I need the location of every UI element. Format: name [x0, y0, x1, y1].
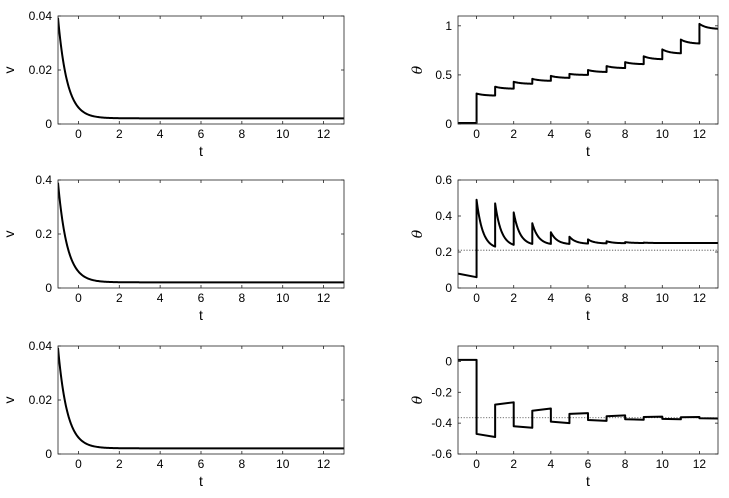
x-tick-label: 0: [75, 127, 82, 141]
data-series-line: [458, 22, 718, 124]
x-tick-label: 6: [585, 457, 592, 471]
y-tick-label: 0.4: [35, 173, 52, 187]
axes-box: [57, 179, 345, 289]
x-tick-label: 10: [656, 457, 670, 471]
x-tick-label: 0: [473, 457, 480, 471]
x-tick-label: 10: [276, 127, 290, 141]
x-tick-label: 0: [75, 457, 82, 471]
axes-box: [457, 179, 719, 289]
y-tick-label: 0.5: [435, 68, 452, 82]
x-tick-label: 4: [157, 291, 164, 305]
x-tick-label: 2: [510, 291, 517, 305]
y-tick-label: -0.6: [431, 447, 452, 461]
x-tick-label: 4: [157, 457, 164, 471]
x-tick-label: 4: [157, 127, 164, 141]
x-tick-label: 6: [198, 291, 205, 305]
axes-box: [457, 345, 719, 455]
y-tick-label: 0.02: [29, 393, 53, 407]
y-axis-label: θ: [410, 395, 426, 404]
y-tick-label: 0: [45, 281, 52, 295]
y-tick-label: 0.2: [35, 227, 52, 241]
chart-panel-6: 0 2 4 6 8 10 12 -0.6 -0.4 -0.2 0 t θ: [410, 345, 719, 489]
y-axis-label: θ: [410, 229, 426, 238]
x-tick-label: 10: [276, 291, 290, 305]
x-tick-label: 2: [510, 127, 517, 141]
x-tick-label: 2: [116, 457, 123, 471]
x-tick-label: 12: [693, 127, 707, 141]
x-tick-label: 10: [656, 291, 670, 305]
y-tick-label: 0.02: [29, 63, 53, 77]
x-tick-label: 2: [510, 457, 517, 471]
data-series-line: [58, 17, 344, 120]
chart-panel-3: 0 2 4 6 8 10 12 0 0.2 0.4 t v: [1, 173, 345, 323]
y-tick-label: 0.2: [435, 245, 452, 259]
x-tick-label: 8: [239, 291, 246, 305]
x-tick-label: 8: [622, 291, 629, 305]
y-tick-label: 0.4: [435, 209, 452, 223]
x-tick-label: 0: [473, 127, 480, 141]
x-tick-label: 2: [116, 127, 123, 141]
x-axis-label: t: [586, 473, 590, 489]
x-tick-label: 6: [585, 291, 592, 305]
x-tick-label: 12: [693, 457, 707, 471]
x-tick-label: 8: [622, 127, 629, 141]
y-axis-label: v: [1, 397, 17, 404]
y-tick-label: -0.4: [431, 416, 452, 430]
x-tick-label: 2: [116, 291, 123, 305]
x-tick-label: 12: [317, 127, 331, 141]
x-tick-label: 0: [473, 291, 480, 305]
data-series-line: [58, 182, 344, 284]
chart-panel-4: 0 2 4 6 8 10 12 0 0.2 0.4 0.6 t θ: [410, 173, 719, 323]
y-tick-label: 0.04: [29, 339, 53, 353]
chart-panel-2: 0 2 4 6 8 10 12 0 0.5 1 t θ: [410, 15, 719, 159]
x-tick-label: 6: [198, 457, 205, 471]
axes-box: [57, 15, 345, 125]
x-tick-label: 6: [585, 127, 592, 141]
data-series-line: [458, 198, 718, 279]
x-tick-label: 6: [198, 127, 205, 141]
axes-box: [57, 345, 345, 455]
x-tick-label: 10: [656, 127, 670, 141]
x-tick-label: 12: [317, 291, 331, 305]
x-tick-label: 12: [693, 291, 707, 305]
data-series-line: [58, 347, 344, 450]
x-tick-label: 8: [239, 127, 246, 141]
y-axis-label: θ: [410, 65, 426, 74]
y-tick-label: 0.6: [435, 173, 452, 187]
x-axis-label: t: [586, 143, 590, 159]
x-tick-label: 12: [317, 457, 331, 471]
y-tick-label: 1: [445, 19, 452, 33]
y-tick-label: 0: [445, 281, 452, 295]
y-axis-label: v: [1, 67, 17, 74]
x-tick-label: 4: [548, 291, 555, 305]
x-axis-label: t: [199, 307, 203, 323]
x-axis-label: t: [199, 473, 203, 489]
x-axis-label: t: [199, 143, 203, 159]
y-tick-label: 0: [45, 447, 52, 461]
y-tick-label: -0.2: [431, 385, 452, 399]
y-tick-label: 0.04: [29, 9, 53, 23]
x-tick-label: 0: [75, 291, 82, 305]
x-tick-label: 8: [622, 457, 629, 471]
x-tick-label: 8: [239, 457, 246, 471]
chart-panel-1: 0 2 4 6 8 10 12 0 0.02 0.04 t v: [1, 9, 345, 159]
x-axis-label: t: [586, 307, 590, 323]
y-tick-label: 0: [445, 117, 452, 131]
y-tick-label: 0: [445, 354, 452, 368]
y-tick-label: 0: [45, 117, 52, 131]
x-tick-label: 4: [548, 127, 555, 141]
chart-panel-5: 0 2 4 6 8 10 12 0 0.02 0.04 t v: [1, 339, 345, 489]
y-axis-label: v: [1, 231, 17, 238]
x-tick-label: 10: [276, 457, 290, 471]
x-tick-label: 4: [548, 457, 555, 471]
data-series-line: [458, 358, 718, 439]
